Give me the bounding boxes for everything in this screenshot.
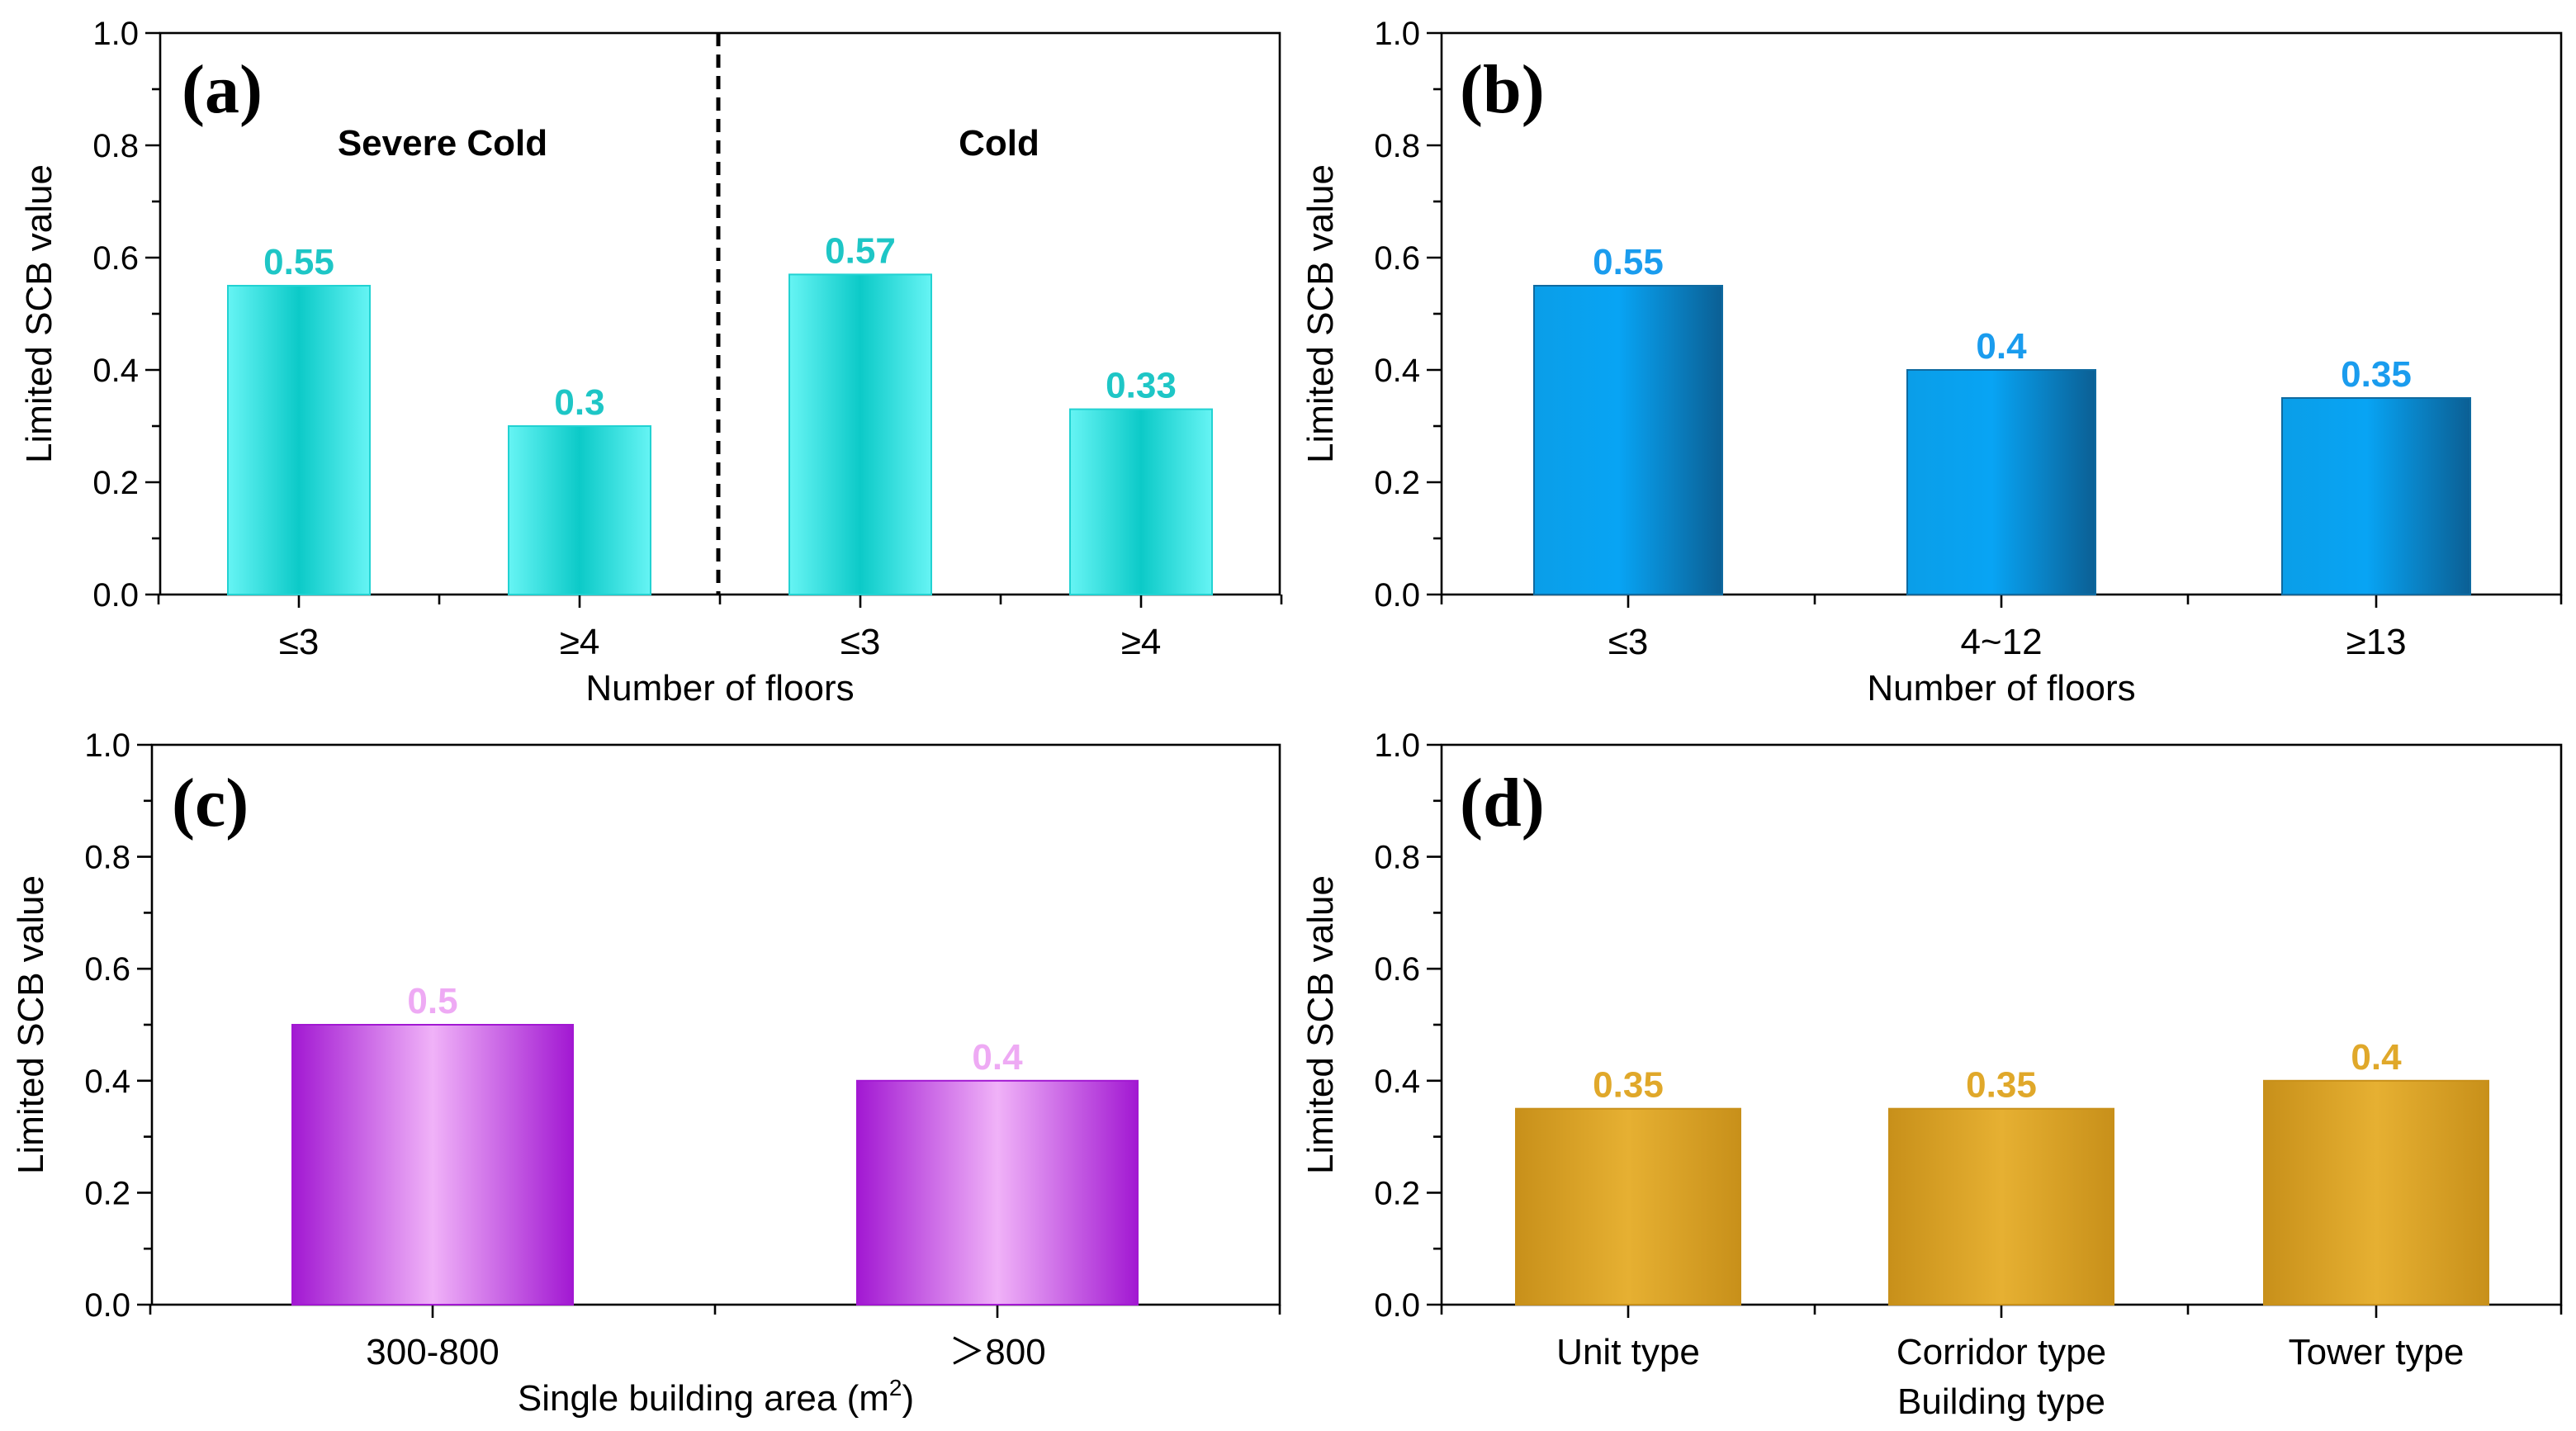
- chart-panel-3: 0.0 0.2 0.4 0.6 0.8 1.0 0.35 Unit type 0.35 Corri…: [1300, 727, 2563, 1422]
- y-tick-label: 0.0: [1374, 1287, 1420, 1324]
- y-tick-label: 0.2: [84, 1175, 130, 1211]
- bar: [1906, 369, 2096, 595]
- panel-label: (c): [172, 765, 249, 841]
- bar: [2281, 397, 2471, 595]
- y-axis-label: Limited SCB value: [1300, 164, 1341, 463]
- y-tick-label: 0.8: [1374, 840, 1420, 876]
- y-tick-label: 0.6: [92, 240, 139, 277]
- data-label: 0.33: [1106, 366, 1177, 406]
- y-tick-label: 0.4: [1374, 353, 1420, 389]
- chart-panel-1: 0.0 0.2 0.4 0.6 0.8 1.0 0.55 ≤3 0.4 4~12 0.35 ≥13 (b…: [1300, 16, 2563, 708]
- bar: [227, 285, 371, 595]
- y-tick-label: 0.0: [92, 577, 139, 614]
- x-tick-label: ＞800: [949, 1332, 1045, 1372]
- y-tick-label: 0.0: [1374, 577, 1420, 614]
- data-label: 0.4: [1976, 326, 2027, 367]
- bar: [291, 1024, 574, 1305]
- data-label: 0.4: [2351, 1037, 2402, 1078]
- x-tick-label: 300-800: [366, 1332, 499, 1372]
- x-axis-label: Building type: [1897, 1381, 2105, 1422]
- x-tick-label: Tower type: [2289, 1332, 2465, 1372]
- panel-label: (a): [182, 51, 263, 128]
- y-tick-label: 0.4: [84, 1064, 130, 1100]
- x-tick-label: ≤3: [1608, 622, 1649, 662]
- x-tick-label: 4~12: [1960, 622, 2042, 662]
- bar: [1069, 408, 1213, 595]
- chart-panel-0: 0.0 0.2 0.4 0.6 0.8 1.0 0.55 ≤3 0.3 ≥4 0.57 ≤3 0.33 ≥…: [19, 16, 1283, 708]
- x-tick-label: ≥4: [560, 622, 600, 662]
- group-label: Severe Cold: [338, 123, 547, 163]
- y-tick-label: 0.0: [84, 1287, 130, 1324]
- x-tick-label: Unit type: [1556, 1332, 1700, 1372]
- x-axis-label-text: Building type: [1897, 1381, 2105, 1422]
- x-tick-label: ≤3: [841, 622, 881, 662]
- data-label: 0.4: [972, 1037, 1023, 1078]
- bar: [856, 1079, 1139, 1306]
- y-tick-label: 1.0: [1374, 16, 1420, 52]
- y-tick-label: 1.0: [1374, 727, 1420, 764]
- x-axis-label-text: Number of floors: [1867, 668, 2135, 708]
- bar: [1515, 1107, 1741, 1305]
- x-axis-label-sup: 2: [889, 1375, 902, 1400]
- data-label: 0.35: [2341, 354, 2412, 395]
- x-axis-label: Single building area (m2): [518, 1375, 914, 1419]
- bar: [2263, 1079, 2489, 1306]
- x-tick-label: ≤3: [279, 622, 320, 662]
- bar: [508, 425, 651, 595]
- x-axis-label-text: Number of floors: [585, 668, 854, 708]
- data-label: 0.5: [407, 981, 457, 1021]
- y-tick-label: 0.6: [84, 951, 130, 988]
- panel-label: (d): [1460, 765, 1545, 841]
- y-tick-label: 0.8: [1374, 128, 1420, 164]
- chart-panel-2: 0.0 0.2 0.4 0.6 0.8 1.0 0.5 300-800 0.4 ＞800 (c) Li…: [11, 727, 1281, 1419]
- bar: [1888, 1107, 2114, 1305]
- data-label: 0.35: [1966, 1065, 2037, 1106]
- data-label: 0.55: [1593, 242, 1664, 282]
- panel-label: (b): [1460, 51, 1545, 128]
- y-tick-label: 0.4: [92, 353, 139, 389]
- group-label: Cold: [959, 123, 1039, 163]
- x-tick-label: Corridor type: [1896, 1332, 2106, 1372]
- x-axis-label: Number of floors: [1867, 668, 2135, 708]
- data-label: 0.35: [1593, 1065, 1664, 1106]
- y-tick-label: 0.8: [92, 128, 139, 164]
- y-tick-label: 0.8: [84, 840, 130, 876]
- bar: [788, 273, 932, 595]
- data-label: 0.55: [263, 242, 334, 282]
- y-tick-label: 0.6: [1374, 240, 1420, 277]
- y-tick-label: 1.0: [84, 727, 130, 764]
- y-tick-label: 0.2: [1374, 1175, 1420, 1211]
- y-axis-label: Limited SCB value: [19, 164, 59, 463]
- y-tick-label: 0.2: [92, 465, 139, 501]
- y-tick-label: 0.6: [1374, 951, 1420, 988]
- x-axis-label-end: ): [902, 1378, 914, 1419]
- y-tick-label: 0.4: [1374, 1064, 1420, 1100]
- data-label: 0.3: [554, 382, 604, 423]
- y-tick-label: 1.0: [92, 16, 139, 52]
- y-axis-label: Limited SCB value: [11, 875, 51, 1174]
- data-label: 0.57: [825, 230, 896, 271]
- x-axis-label: Number of floors: [585, 668, 854, 708]
- y-axis-label: Limited SCB value: [1300, 875, 1341, 1174]
- bar: [1533, 285, 1723, 595]
- x-tick-label: ≥13: [2346, 622, 2406, 662]
- y-tick-label: 0.2: [1374, 465, 1420, 501]
- x-tick-label: ≥4: [1121, 622, 1162, 662]
- x-axis-label-text: Single building area (m: [518, 1378, 889, 1419]
